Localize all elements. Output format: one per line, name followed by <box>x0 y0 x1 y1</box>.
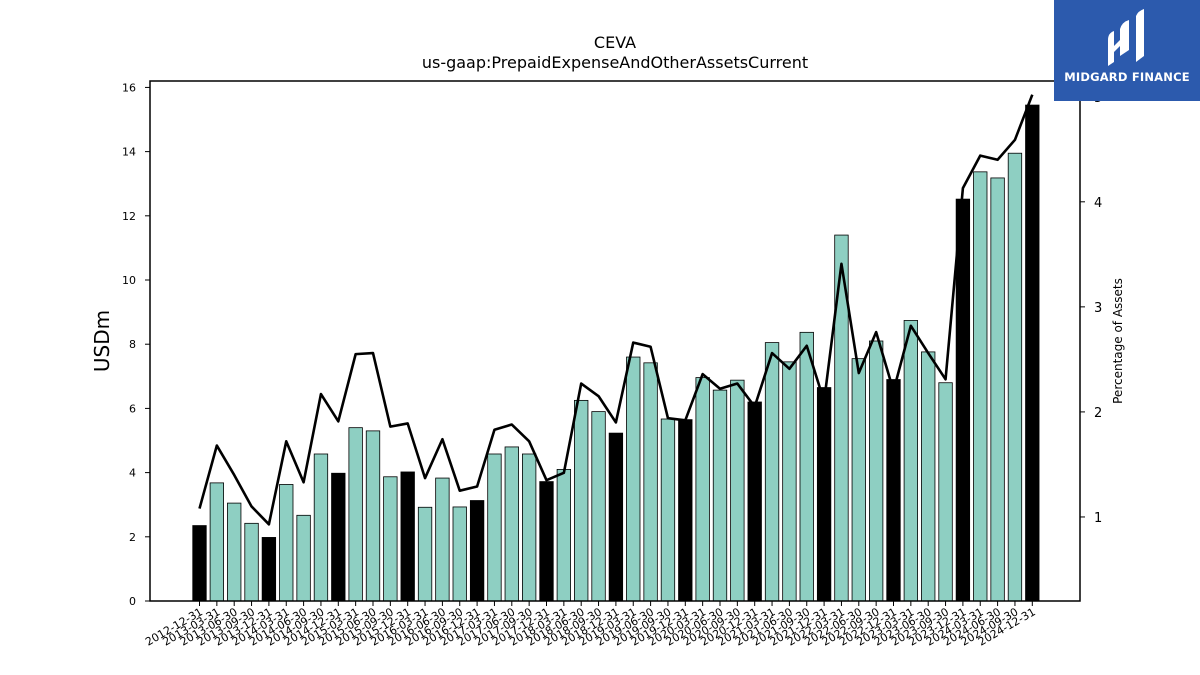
bar-2024-12-31 <box>1025 104 1040 602</box>
bar-2021-03-31 <box>764 342 780 602</box>
bar-2019-06-30 <box>643 362 658 602</box>
y-tick-label: 10 <box>122 274 136 287</box>
bar-2024-09-30 <box>1007 152 1023 602</box>
bar-2015-06-30 <box>365 430 381 602</box>
y-tick-label: 6 <box>129 402 136 415</box>
chart-title: CEVA <box>594 33 636 52</box>
y-tick-label: 0 <box>129 595 136 608</box>
y-tick-label: 8 <box>129 338 136 351</box>
bar-2022-09-30 <box>869 340 884 602</box>
bar-2021-06-30 <box>782 361 797 602</box>
y2-axis-label: Percentage of Assets <box>1111 278 1125 404</box>
chart-subtitle: us-gaap:PrepaidExpenseAndOtherAssetsCurr… <box>422 53 808 72</box>
bar-2013-06-30 <box>227 502 242 602</box>
y-tick-label: 2 <box>129 531 136 544</box>
bar-2013-09-30 <box>244 522 259 602</box>
bar-2020-09-30 <box>730 379 745 602</box>
bar-2014-09-30 <box>313 453 329 602</box>
bar-2020-06-30 <box>712 389 728 602</box>
y2-tick-label: 3 <box>1094 301 1102 316</box>
bar-2014-12-31 <box>331 472 346 602</box>
bar-2015-12-31 <box>400 471 415 602</box>
bar-2019-03-31 <box>626 356 641 602</box>
bars-layer <box>192 104 1040 602</box>
bar-2017-12-31 <box>539 481 554 602</box>
y2-tick-label: 2 <box>1094 406 1102 421</box>
bar-2022-06-30 <box>851 358 866 602</box>
bar-2023-12-31 <box>955 198 971 602</box>
bar-2018-03-31 <box>556 468 571 602</box>
bar-2016-12-31 <box>469 500 485 602</box>
bar-2017-03-31 <box>487 453 502 602</box>
y-tick-label: 12 <box>122 210 136 223</box>
bar-2022-12-31 <box>886 379 901 602</box>
bar-2012-12-31 <box>192 525 207 602</box>
line-layer <box>198 94 1034 526</box>
brand-logo-text: MIDGARD FINANCE <box>1064 70 1190 84</box>
bar-2024-03-31 <box>973 171 988 602</box>
bar-2014-06-30 <box>296 514 311 602</box>
bar-2020-12-31 <box>747 401 762 602</box>
plot-frame <box>149 80 1081 602</box>
bar-2016-03-31 <box>417 506 433 602</box>
bar-2023-06-30 <box>921 351 936 602</box>
bar-2021-12-31 <box>816 387 832 602</box>
bar-2014-03-31 <box>279 484 294 602</box>
y2-tick-label: 1 <box>1094 511 1102 526</box>
brand-logo: MIDGARD FINANCE <box>1054 0 1200 101</box>
axis-layer: 0246810121416123452012-12-312013-03-3120… <box>122 81 1102 648</box>
bar-2018-09-30 <box>591 411 606 602</box>
bar-2016-06-30 <box>435 477 450 602</box>
bar-2015-03-31 <box>348 427 363 602</box>
bar-2018-06-30 <box>574 399 589 602</box>
bar-2018-12-31 <box>608 432 624 602</box>
bar-2013-03-31 <box>209 482 225 602</box>
y2-tick-label: 4 <box>1094 196 1102 211</box>
bar-2023-09-30 <box>938 382 953 602</box>
bar-2023-03-31 <box>903 320 918 602</box>
bar-2019-12-31 <box>678 419 693 602</box>
percentage-of-assets-line <box>198 94 1034 526</box>
bar-2024-06-30 <box>990 177 1005 602</box>
bar-2016-09-30 <box>452 506 467 602</box>
y-tick-label: 16 <box>122 81 136 94</box>
bar-2021-09-30 <box>799 331 814 602</box>
y-axis-label: USDm <box>90 310 114 372</box>
bar-2019-09-30 <box>660 418 676 602</box>
bar-2013-12-31 <box>261 537 277 602</box>
bar-2017-09-30 <box>522 453 537 602</box>
midgard-logo-icon <box>1108 9 1144 66</box>
bar-2015-09-30 <box>383 476 398 602</box>
bar-2020-03-31 <box>695 377 710 602</box>
y-tick-label: 4 <box>129 467 136 480</box>
y-tick-label: 14 <box>122 146 136 159</box>
bar-2017-06-30 <box>504 446 519 602</box>
